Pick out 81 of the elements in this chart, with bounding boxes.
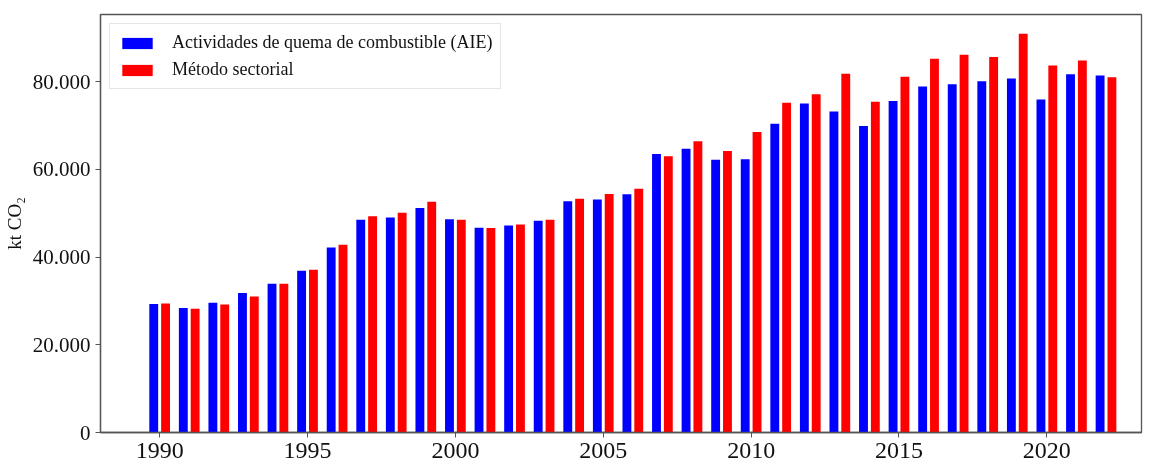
bar: [279, 283, 289, 433]
bar: [918, 86, 928, 433]
bar: [592, 199, 602, 433]
bar: [220, 304, 230, 433]
bar: [326, 247, 336, 433]
bar: [634, 188, 644, 433]
x-tick-label: 2015: [874, 436, 923, 462]
y-tick-label: 20.000: [32, 332, 91, 357]
bar: [1006, 78, 1016, 433]
bar: [575, 198, 585, 433]
bar: [1095, 75, 1105, 433]
bar: [799, 103, 809, 433]
x-tick-label: 1995: [283, 436, 332, 462]
bar: [309, 269, 318, 433]
bar: [190, 308, 200, 433]
bar: [161, 303, 170, 433]
bar: [338, 244, 348, 433]
bar: [870, 101, 880, 433]
bar: [1107, 77, 1117, 433]
bar: [752, 132, 762, 433]
x-tick-label: 1990: [135, 436, 184, 462]
bar: [533, 220, 543, 433]
bar: [663, 156, 673, 433]
bar: [1036, 99, 1046, 433]
x-tick-label: 2020: [1022, 436, 1071, 462]
bar: [947, 84, 957, 433]
bar: [681, 148, 691, 433]
bar: [149, 303, 159, 433]
bar: [249, 296, 259, 433]
y-tick-label: 0: [80, 420, 91, 445]
bar: [474, 227, 484, 433]
bar: [397, 212, 407, 433]
legend-label: Actividades de quema de combustible (AIE): [172, 32, 493, 53]
bar: [415, 207, 425, 433]
bar: [1066, 74, 1075, 433]
y-tick-label: 80.000: [32, 69, 91, 94]
bar: [930, 58, 939, 433]
bar: [385, 217, 395, 433]
bar: [782, 102, 792, 433]
bar: [445, 219, 454, 433]
bar: [563, 201, 573, 433]
bar: [486, 228, 496, 433]
bar: [368, 216, 378, 433]
bar: [723, 150, 732, 433]
x-tick-label: 2010: [727, 436, 776, 462]
bar: [740, 159, 750, 433]
x-tick-label: 2000: [431, 436, 480, 462]
y-tick-label: 60.000: [32, 157, 91, 182]
bar: [545, 219, 555, 433]
bar: [811, 94, 821, 433]
bar: [693, 141, 703, 433]
bar: [504, 225, 514, 433]
bar: [427, 201, 437, 433]
bar: [841, 73, 851, 433]
bar: [604, 193, 614, 433]
y-tick-label: 40.000: [32, 245, 91, 270]
bar: [1018, 33, 1028, 433]
bar: [959, 54, 969, 433]
bar: [829, 111, 839, 433]
bar: [652, 153, 661, 433]
x-tick-label: 2005: [579, 436, 628, 462]
bar: [859, 125, 868, 433]
bar: [1048, 65, 1058, 433]
bar: [711, 159, 721, 433]
bar: [208, 302, 218, 433]
bar: [989, 57, 999, 433]
bar: [622, 194, 632, 433]
bar: [238, 293, 247, 433]
bar: [888, 100, 898, 433]
bar: [977, 81, 987, 433]
bar: [356, 219, 366, 433]
bar: [297, 270, 307, 433]
bar: [900, 76, 910, 433]
y-axis-title: kt CO₂: [3, 197, 25, 250]
bar: [516, 224, 525, 433]
bar: [267, 283, 277, 433]
bar: [1077, 60, 1087, 433]
bar: [456, 219, 466, 433]
legend-label: Método sectorial: [172, 59, 294, 80]
bar: [770, 123, 780, 433]
bar: [178, 307, 188, 433]
